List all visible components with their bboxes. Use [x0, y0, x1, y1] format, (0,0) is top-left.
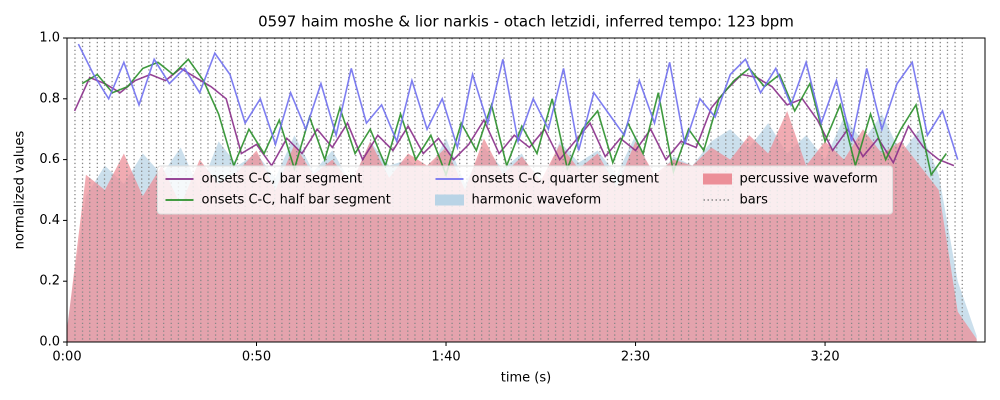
legend-swatch	[435, 194, 464, 206]
y-tick-label: 0.4	[39, 213, 60, 228]
legend-label: bars	[740, 193, 769, 208]
plot-frame	[66, 37, 986, 343]
x-tick-label: 2:30	[621, 350, 650, 365]
legend-label: onsets C-C, half bar segment	[202, 193, 391, 208]
onset-line	[81, 58, 947, 178]
y-tick-label: 0.8	[39, 91, 60, 106]
chart-title: 0597 haim moshe & lior narkis - otach le…	[258, 13, 794, 31]
x-tick-label: 3:20	[810, 350, 839, 365]
y-axis-label: normalized values	[13, 130, 28, 249]
y-tick-label: 0.0	[39, 335, 60, 350]
legend-label: harmonic waveform	[472, 193, 602, 208]
legend: onsets C-C, bar segment onsets C-C, half …	[157, 165, 893, 215]
legend-label: onsets C-C, bar segment	[202, 172, 363, 187]
y-tick-label: 0.6	[39, 152, 60, 167]
onset-line	[73, 67, 955, 168]
legend-label: percussive waveform	[740, 172, 878, 187]
legend-swatch	[703, 173, 732, 185]
onset-line	[77, 43, 959, 160]
y-tick-label: 0.2	[39, 274, 60, 289]
x-tick-label: 0:00	[52, 350, 81, 365]
y-tick-label: 1.0	[39, 31, 60, 46]
x-tick-label: 0:50	[242, 350, 271, 365]
legend-label: onsets C-C, quarter segment	[472, 172, 659, 187]
x-axis-label: time (s)	[501, 371, 551, 386]
x-tick-label: 1:40	[431, 350, 460, 365]
